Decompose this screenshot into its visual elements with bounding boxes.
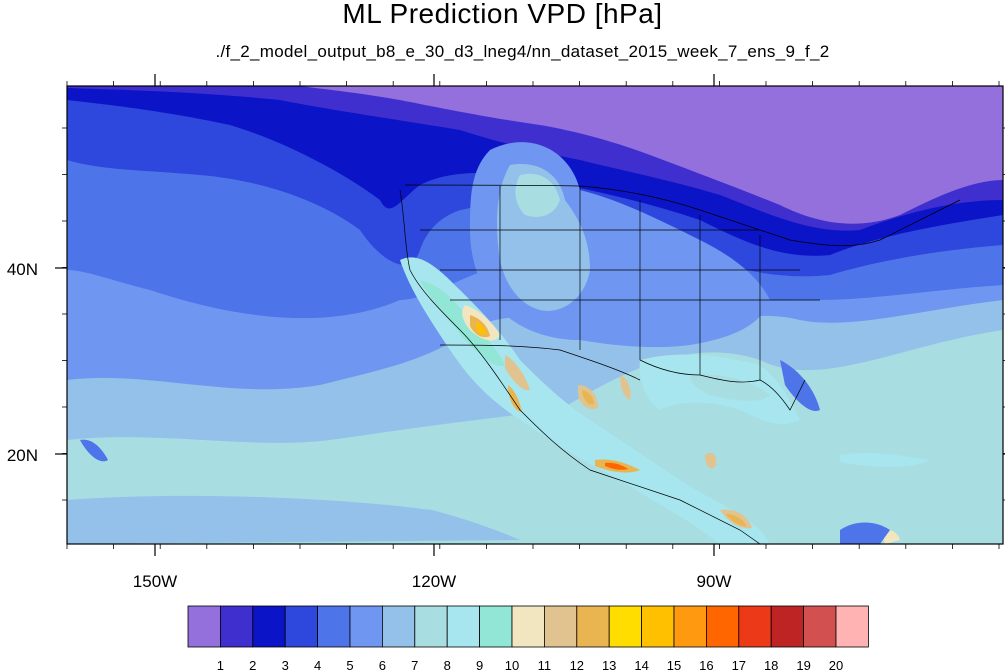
colorbar-swatch	[446, 605, 481, 648]
colorbar-label: 13	[602, 658, 616, 672]
vpd-field	[67, 86, 1003, 544]
lon-label-120w: 120W	[412, 572, 456, 591]
colorbar-swatch	[738, 605, 772, 648]
lat-label-40n: 40N	[7, 260, 38, 279]
lat-label-20n: 20N	[7, 446, 38, 465]
colorbar-swatch	[381, 605, 416, 648]
colorbar-label: 4	[314, 658, 321, 672]
colorbar-label: 8	[444, 658, 451, 672]
colorbar-label: 5	[346, 658, 353, 672]
colorbar-label: 17	[732, 658, 746, 672]
colorbar-swatch	[187, 605, 221, 648]
map-frame	[66, 85, 1004, 545]
colorbar: 1 2 3 4 5 6 7 8 9 10 11 12 13 14 15 16 17 18 19 20	[187, 605, 869, 672]
colorbar-swatch	[608, 605, 643, 648]
colorbar-swatch	[349, 605, 383, 648]
colorbar-swatch	[706, 605, 740, 648]
chart-title: ML Prediction VPD [hPa]	[342, 0, 663, 29]
colorbar-label: 15	[667, 658, 681, 672]
colorbar-swatch	[770, 605, 805, 648]
colorbar-swatch	[641, 605, 675, 648]
colorbar-label: 20	[829, 658, 843, 672]
colorbar-swatch	[835, 605, 869, 648]
colorbar-swatch	[252, 605, 286, 648]
colorbar-label: 11	[538, 658, 552, 672]
colorbar-label: 1	[217, 658, 224, 672]
lon-label-90w: 90W	[697, 572, 732, 591]
map-ticks	[55, 74, 1005, 556]
colorbar-label: 10	[505, 658, 519, 672]
colorbar-label: 18	[764, 658, 778, 672]
colorbar-swatch	[284, 605, 319, 648]
lon-label-150w: 150W	[133, 572, 177, 591]
colorbar-swatch	[414, 605, 448, 648]
colorbar-swatch	[544, 605, 578, 648]
colorbar-swatch	[576, 605, 610, 648]
colorbar-swatch	[479, 605, 513, 648]
colorbar-label: 12	[570, 658, 584, 672]
colorbar-label: 2	[249, 658, 256, 672]
colorbar-swatch	[673, 605, 707, 648]
colorbar-label: 6	[379, 658, 386, 672]
colorbar-label: 16	[699, 658, 713, 672]
colorbar-label: 19	[796, 658, 810, 672]
colorbar-label: 7	[411, 658, 418, 672]
colorbar-swatch	[803, 605, 837, 648]
colorbar-swatch	[511, 605, 545, 648]
colorbar-swatch	[317, 605, 351, 648]
colorbar-swatch	[219, 605, 254, 648]
chart-subtitle: ./f_2_model_output_b8_e_30_d3_lneg4/nn_d…	[215, 42, 830, 61]
colorbar-label: 3	[282, 658, 289, 672]
colorbar-label: 9	[476, 658, 483, 672]
colorbar-label: 14	[634, 658, 648, 672]
